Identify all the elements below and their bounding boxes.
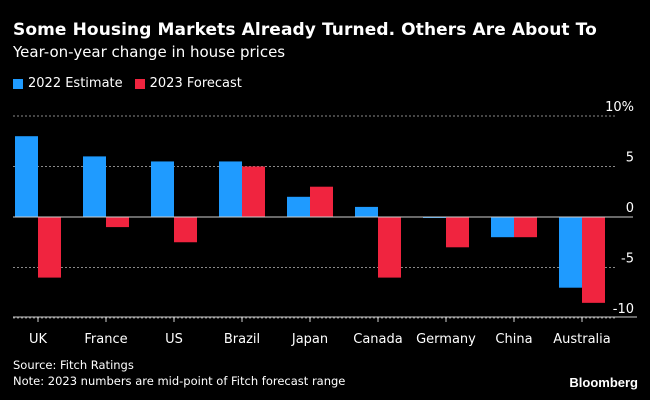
- x-tick-label: Australia: [553, 332, 611, 347]
- bar-2022-uk: [15, 136, 38, 217]
- bloomberg-logo: Bloomberg: [569, 375, 638, 390]
- legend-item-2022: 2022 Estimate: [13, 76, 123, 91]
- legend-item-2023: 2023 Forecast: [134, 76, 242, 91]
- x-tick-label: France: [84, 332, 127, 347]
- legend: 2022 Estimate 2023 Forecast: [13, 76, 254, 91]
- x-tick-label: China: [495, 332, 532, 347]
- footnote: Note: 2023 numbers are mid-point of Fitc…: [13, 374, 346, 388]
- x-tick-label: UK: [29, 332, 48, 347]
- legend-swatch-2023: [134, 78, 145, 89]
- x-tick-label: Japan: [291, 332, 328, 347]
- bar-2022-china: [491, 217, 514, 238]
- legend-label-2023: 2023 Forecast: [149, 76, 242, 91]
- y-tick-label: -5: [621, 252, 634, 267]
- source-note: Source: Fitch Ratings: [13, 358, 134, 372]
- bar-2023-germany: [446, 217, 469, 248]
- chart-subtitle: Year-on-year change in house prices: [13, 43, 286, 61]
- y-tick-label: 10%: [605, 100, 634, 115]
- bar-2022-brazil: [219, 161, 242, 217]
- bar-2022-germany: [423, 217, 446, 219]
- x-tick-label: Canada: [353, 332, 402, 347]
- bar-2023-canada: [378, 217, 401, 278]
- y-tick-label: 5: [626, 151, 634, 166]
- bar-2023-australia: [582, 217, 605, 303]
- bar-2023-uk: [38, 217, 61, 278]
- footer: Source: Fitch Ratings Note: 2023 numbers…: [13, 357, 345, 389]
- bar-2022-france: [83, 156, 106, 217]
- chart-title: Some Housing Markets Already Turned. Oth…: [13, 20, 597, 40]
- bar-2022-canada: [355, 206, 378, 217]
- bar-2023-france: [106, 217, 129, 228]
- bar-2023-brazil: [242, 166, 265, 217]
- bar-2023-china: [514, 217, 537, 238]
- bar-2022-australia: [559, 217, 582, 288]
- legend-swatch-2022: [13, 78, 23, 89]
- y-tick-label: -10: [613, 302, 634, 317]
- x-tick-label: Germany: [416, 332, 476, 347]
- bar-2023-us: [174, 217, 197, 243]
- x-tick-label: Brazil: [224, 332, 260, 347]
- bar-2023-japan: [310, 186, 333, 217]
- legend-label-2022: 2022 Estimate: [28, 76, 123, 91]
- x-tick-label: US: [165, 332, 183, 347]
- y-tick-label: 0: [626, 201, 634, 216]
- bar-2022-japan: [287, 196, 310, 217]
- bar-2022-us: [151, 161, 174, 217]
